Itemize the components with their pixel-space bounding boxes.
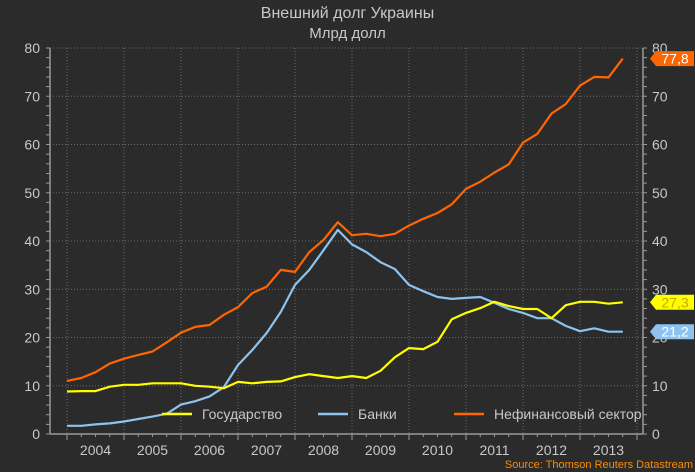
y-tick-label-right: 50 (652, 185, 668, 201)
legend: Государство Банки Нефинансовый сектор (162, 406, 642, 422)
x-tick-label: 2012 (536, 442, 567, 458)
source-note: Source: Thomson Reuters Datastream (504, 459, 693, 471)
y-tick-label-left: 10 (24, 378, 40, 394)
end-value-label: 21,2 (661, 324, 688, 340)
x-tick-label: 2008 (308, 442, 339, 458)
y-tick-label-right: 0 (652, 426, 660, 442)
y-tick-label-right: 10 (652, 378, 668, 394)
x-tick-label: 2007 (251, 442, 282, 458)
y-tick-label-left: 30 (24, 281, 40, 297)
end-value-labels: 27,3 21,2 77,8 (650, 51, 694, 340)
x-tick-label: 2010 (422, 442, 453, 458)
x-tick-label: 2004 (80, 442, 111, 458)
y-tick-label-right: 40 (652, 233, 668, 249)
y-tick-label-left: 60 (24, 137, 40, 153)
legend-label: Государство (202, 406, 282, 422)
y-tick-label-left: 0 (32, 426, 40, 442)
y-tick-label-left: 20 (24, 330, 40, 346)
legend-label: Нефинансовый сектор (494, 406, 642, 422)
x-tick-label: 2011 (479, 442, 509, 458)
gridlines (50, 47, 643, 434)
series-line (66, 57, 624, 382)
x-tick-label: 2009 (365, 442, 396, 458)
y-tick-label-left: 80 (24, 40, 40, 56)
y-tick-label-left: 50 (24, 185, 40, 201)
legend-label: Банки (358, 406, 397, 422)
series-line (67, 228, 623, 427)
y-tick-label-right: 30 (652, 281, 668, 297)
y-tick-label-right: 70 (652, 88, 668, 104)
chart-title: Внешний долг Украины (260, 5, 435, 22)
end-value-label: 27,3 (661, 294, 688, 310)
x-tick-label: 2013 (593, 442, 624, 458)
x-tick-label: 2005 (137, 442, 168, 458)
x-tick-label: 2006 (194, 442, 225, 458)
axes: 0010102020303040405050606070708080200420… (24, 40, 667, 458)
data-lines (66, 57, 624, 427)
series-line (66, 300, 623, 393)
y-tick-label-left: 40 (24, 233, 40, 249)
y-tick-label-left: 70 (24, 88, 40, 104)
y-tick-label-right: 60 (652, 137, 668, 153)
end-value-label: 77,8 (661, 51, 688, 67)
chart-subtitle: Млрд долл (309, 25, 386, 42)
